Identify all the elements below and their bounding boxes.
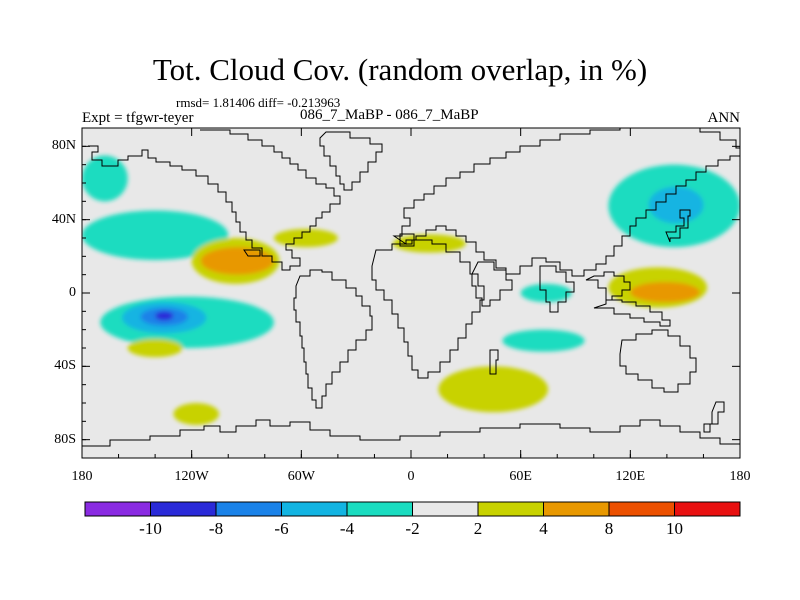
colorbar-label: -2 [405, 519, 420, 538]
y-axis-ticks [82, 145, 740, 441]
contour-region-12 [630, 282, 700, 303]
coastline-japan [665, 209, 691, 243]
x-tick-label: 180 [729, 469, 751, 484]
contour-fills [82, 155, 740, 425]
stats-label: rmsd= 1.81406 diff= -0.213963 [176, 95, 341, 110]
colorbar-swatch-4 [346, 501, 413, 517]
contour-region-15 [438, 366, 549, 413]
coastline-madagascar [489, 349, 499, 375]
colorbar-label: 10 [666, 519, 683, 538]
y-tick-label: 80S [54, 431, 76, 447]
y-tick-label: 40N [51, 211, 76, 227]
x-tick-label: 60E [509, 469, 532, 484]
x-tick-label: 120W [174, 469, 209, 484]
coastline-greenland [319, 131, 383, 191]
y-tick-label: 80N [51, 138, 76, 154]
colorbar-label: -10 [139, 519, 162, 538]
x-tick-label: 0 [407, 469, 415, 484]
coastline-uk [399, 233, 415, 247]
coastline-new-zealand [703, 401, 725, 433]
contour-region-6 [155, 311, 174, 321]
coastline-se-asia [585, 271, 631, 301]
colorbar-swatch-3 [281, 501, 348, 517]
chart-title: Tot. Cloud Cov. (random overlap, in %) [152, 52, 648, 87]
season-label: ANN [707, 110, 741, 126]
coastline-australia [619, 329, 697, 393]
coastline-africa [371, 239, 485, 379]
y-tick-label: 0 [69, 285, 76, 300]
colorbar-label: -6 [274, 519, 289, 538]
colorbar [84, 501, 741, 517]
colorbar-swatch-6 [477, 501, 544, 517]
coastline-eurasia [392, 128, 740, 277]
x-tick-label: 180 [71, 469, 93, 484]
colorbar-label: 4 [539, 519, 548, 538]
x-tick-label: 120E [615, 469, 646, 484]
x-tick-label: 60W [287, 469, 315, 484]
colorbar-label: -4 [339, 519, 355, 538]
coastlines [82, 128, 740, 447]
colorbar-label: -8 [208, 519, 224, 538]
y-tick-label: 40S [54, 358, 76, 374]
contour-region-16 [127, 338, 183, 358]
contour-region-17 [502, 329, 585, 352]
coastline-south-america [293, 269, 373, 409]
colorbar-swatch-2 [215, 501, 282, 517]
colorbar-swatch-7 [543, 501, 610, 517]
coastline-arabia [471, 261, 513, 307]
contour-region-14 [392, 234, 466, 253]
colorbar-label: 8 [604, 519, 614, 538]
coastline-north-america [88, 129, 341, 271]
coastline-indonesia [593, 299, 671, 327]
contour-region-13 [273, 228, 338, 248]
colorbar-label: 2 [473, 519, 483, 538]
coastline-cuba [243, 249, 261, 257]
coastline-india [539, 265, 575, 313]
colorbar-swatch-9 [674, 501, 741, 517]
contour-region-2 [82, 210, 229, 260]
colorbar-swatch-8 [608, 501, 675, 517]
coastline-antarctica [82, 419, 740, 447]
contour-region-8 [200, 247, 274, 275]
experiment-label: Expt = tfgwr-teyer [82, 110, 194, 126]
contour-region-1 [82, 155, 128, 202]
x-axis-ticks [81, 128, 741, 458]
colorbar-swatch-0 [84, 501, 151, 517]
colorbar-swatch-1 [150, 501, 217, 517]
contour-region-19 [173, 403, 220, 425]
colorbar-swatch-5 [412, 501, 479, 517]
cases-label: 086_7_MaBP - 086_7_MaBP [300, 107, 479, 123]
